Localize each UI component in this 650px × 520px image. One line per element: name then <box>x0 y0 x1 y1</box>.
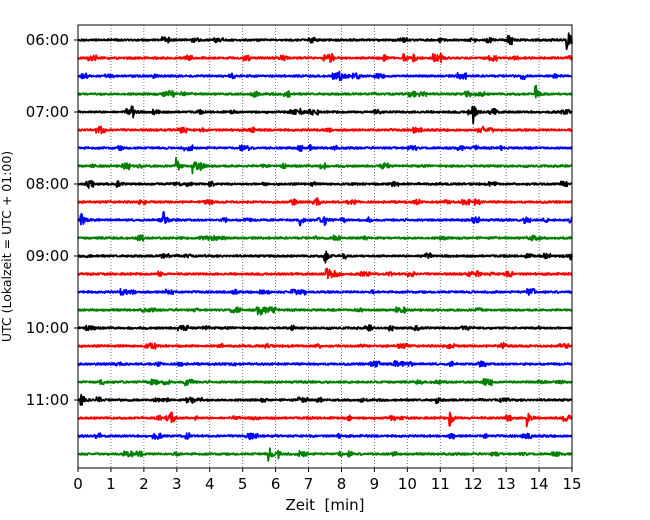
trace-11:45 <box>77 447 573 462</box>
trace-10:00 <box>77 324 573 332</box>
x-tick-label: 15 <box>562 475 581 493</box>
y-tick-label: 11:00 <box>26 391 69 409</box>
trace-07:15 <box>77 125 573 135</box>
plot-frame <box>77 24 573 469</box>
trace-09:00 <box>77 250 573 264</box>
trace-08:45 <box>77 234 573 242</box>
x-tick-label: 5 <box>238 475 248 493</box>
trace-06:00 <box>77 32 573 51</box>
trace-09:15 <box>77 267 573 280</box>
x-tick-label: 1 <box>106 475 116 493</box>
x-tick-label: 11 <box>431 475 450 493</box>
y-tick-label: 09:00 <box>26 247 69 265</box>
x-axis: 0 1 2 3 4 5 6 7 8 9 10 11 12 13 14 15 <box>73 468 582 493</box>
trace-11:00 <box>77 393 573 406</box>
y-tick-label: 10:00 <box>26 319 69 337</box>
trace-11:15 <box>77 411 573 428</box>
trace-09:30 <box>77 287 573 296</box>
x-tick-label: 6 <box>271 475 281 493</box>
trace-08:00 <box>77 180 573 189</box>
y-tick-label: 07:00 <box>26 103 69 121</box>
trace-09:45 <box>77 306 573 316</box>
x-tick-label: 10 <box>398 475 417 493</box>
trace-layer <box>77 32 573 462</box>
y-tick-label: 06:00 <box>26 31 69 49</box>
trace-10:45 <box>77 378 573 387</box>
trace-06:30 <box>77 70 573 82</box>
trace-06:15 <box>77 52 573 64</box>
trace-10:30 <box>77 360 573 368</box>
x-tick-label: 13 <box>497 475 516 493</box>
y-axis: 06:00 07:00 08:00 09:00 10:00 11:00 <box>26 31 78 409</box>
x-axis-label: Zeit [min] <box>285 496 364 514</box>
x-tick-label: 2 <box>139 475 149 493</box>
x-tick-label: 0 <box>73 475 83 493</box>
trace-08:30 <box>77 210 573 227</box>
x-tick-label: 8 <box>337 475 347 493</box>
y-axis-label: UTC (Lokalzeit = UTC + 01:00) <box>0 151 14 342</box>
grid-layer <box>110 25 540 468</box>
x-tick-label: 14 <box>530 475 549 493</box>
trace-07:45 <box>77 156 573 175</box>
trace-07:00 <box>77 105 573 125</box>
trace-08:15 <box>77 197 573 206</box>
trace-06:45 <box>77 84 573 99</box>
y-tick-label: 08:00 <box>26 175 69 193</box>
x-tick-label: 4 <box>205 475 215 493</box>
trace-10:15 <box>77 341 573 350</box>
x-tick-label: 12 <box>464 475 483 493</box>
x-tick-label: 9 <box>370 475 380 493</box>
trace-07:30 <box>77 144 573 152</box>
x-tick-label: 3 <box>172 475 182 493</box>
x-tick-label: 7 <box>304 475 314 493</box>
trace-11:30 <box>77 432 573 441</box>
